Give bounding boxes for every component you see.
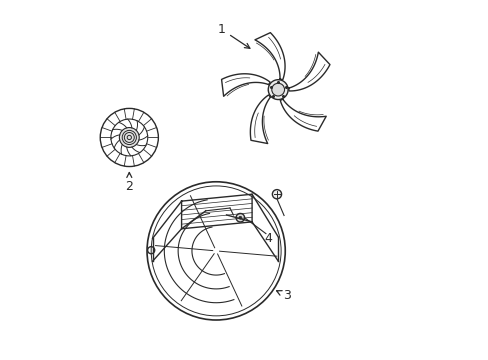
Circle shape [271, 83, 284, 96]
Circle shape [239, 216, 241, 219]
Circle shape [272, 190, 281, 199]
Circle shape [119, 127, 139, 147]
Circle shape [236, 213, 244, 222]
Text: 3: 3 [276, 289, 290, 302]
Text: 1: 1 [217, 23, 249, 48]
Text: 4: 4 [264, 232, 271, 245]
Circle shape [268, 80, 287, 100]
Text: 2: 2 [125, 172, 133, 193]
